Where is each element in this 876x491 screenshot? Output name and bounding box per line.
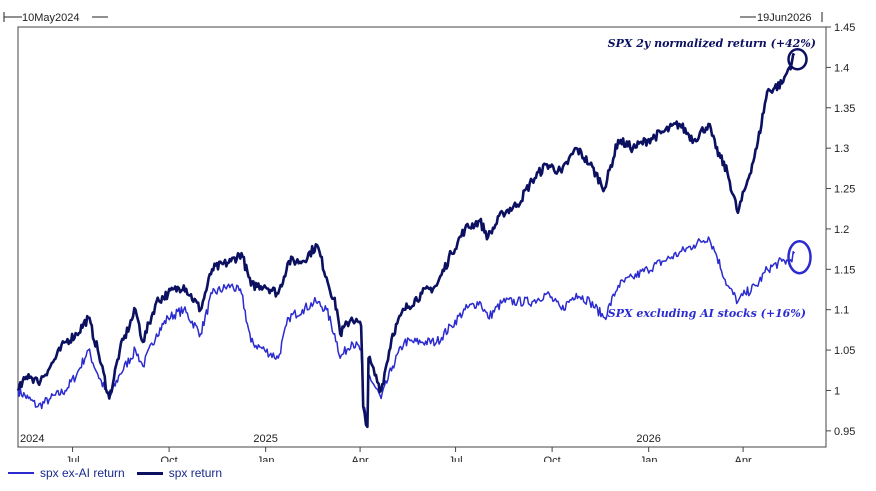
y-tick-label: 1.2 <box>834 224 849 236</box>
year-label: 2024 <box>20 433 44 445</box>
legend-label-spx: spx return <box>168 466 223 480</box>
year-label: 2025 <box>253 433 277 445</box>
y-tick-label: 1.45 <box>834 22 855 34</box>
x-tick-label: Jan <box>640 455 658 462</box>
top-left-date-label: 10May2024 <box>22 12 80 24</box>
annotation-label: SPX 2y normalized return (+42%) <box>608 37 816 50</box>
legend-item-spx-ex-ai[interactable]: spx ex-AI return <box>8 466 125 480</box>
x-tick-label: Oct <box>544 455 561 462</box>
x-tick-label: Jan <box>257 455 275 462</box>
y-tick-label: 1.3 <box>834 143 849 155</box>
annotation-layer: SPX 2y normalized return (+42%) SPX exclu… <box>608 37 816 320</box>
x-axis: Jul Oct Jan Apr Jul Oct Jan Apr 2024 2025 2026 <box>20 433 752 462</box>
legend: spx ex-AI return spx return <box>8 466 222 480</box>
plot-frame <box>17 26 827 448</box>
series-layer <box>16 53 796 429</box>
top-right-date-label: 19Jun2026 <box>757 12 811 24</box>
annotation-circle <box>787 48 808 71</box>
y-tick-label: 0.95 <box>834 426 855 438</box>
y-tick-label: 1.25 <box>834 184 855 196</box>
y-tick-label: 1.15 <box>834 264 855 276</box>
x-tick-label: Jul <box>449 455 463 462</box>
y-tick-label: 1.05 <box>834 345 855 357</box>
x-tick-label: Jul <box>66 455 80 462</box>
y-tick-label: 1 <box>834 385 840 397</box>
series-line-spx <box>16 53 796 429</box>
y-axis: 0.95 1 1.05 1.1 1.15 1.2 1.25 1.3 1.35 1.4 1.45 <box>826 22 855 438</box>
chart: 0.95 1 1.05 1.1 1.15 1.2 1.25 1.3 1.35 1.4 1.45 Ju… <box>3 12 855 462</box>
top-labels: 10May2024 19Jun2026 <box>3 12 823 24</box>
legend-swatch-spx-ex-ai <box>8 472 34 474</box>
legend-swatch-spx <box>136 471 163 475</box>
y-tick-label: 1.4 <box>834 62 849 74</box>
x-tick-label: Apr <box>352 455 369 462</box>
annotation-circle <box>787 239 812 275</box>
x-tick-label: Oct <box>161 455 178 462</box>
y-tick-label: 1.1 <box>834 305 849 317</box>
legend-item-spx[interactable]: spx return <box>136 466 223 480</box>
annotation-label: SPX excluding AI stocks (+16%) <box>608 307 806 320</box>
series-line-spx-ex-ai <box>17 236 796 424</box>
legend-label-spx-ex-ai: spx ex-AI return <box>40 466 125 480</box>
year-label: 2026 <box>636 433 660 445</box>
y-tick-label: 1.35 <box>834 103 855 115</box>
x-tick-label: Apr <box>735 455 752 462</box>
